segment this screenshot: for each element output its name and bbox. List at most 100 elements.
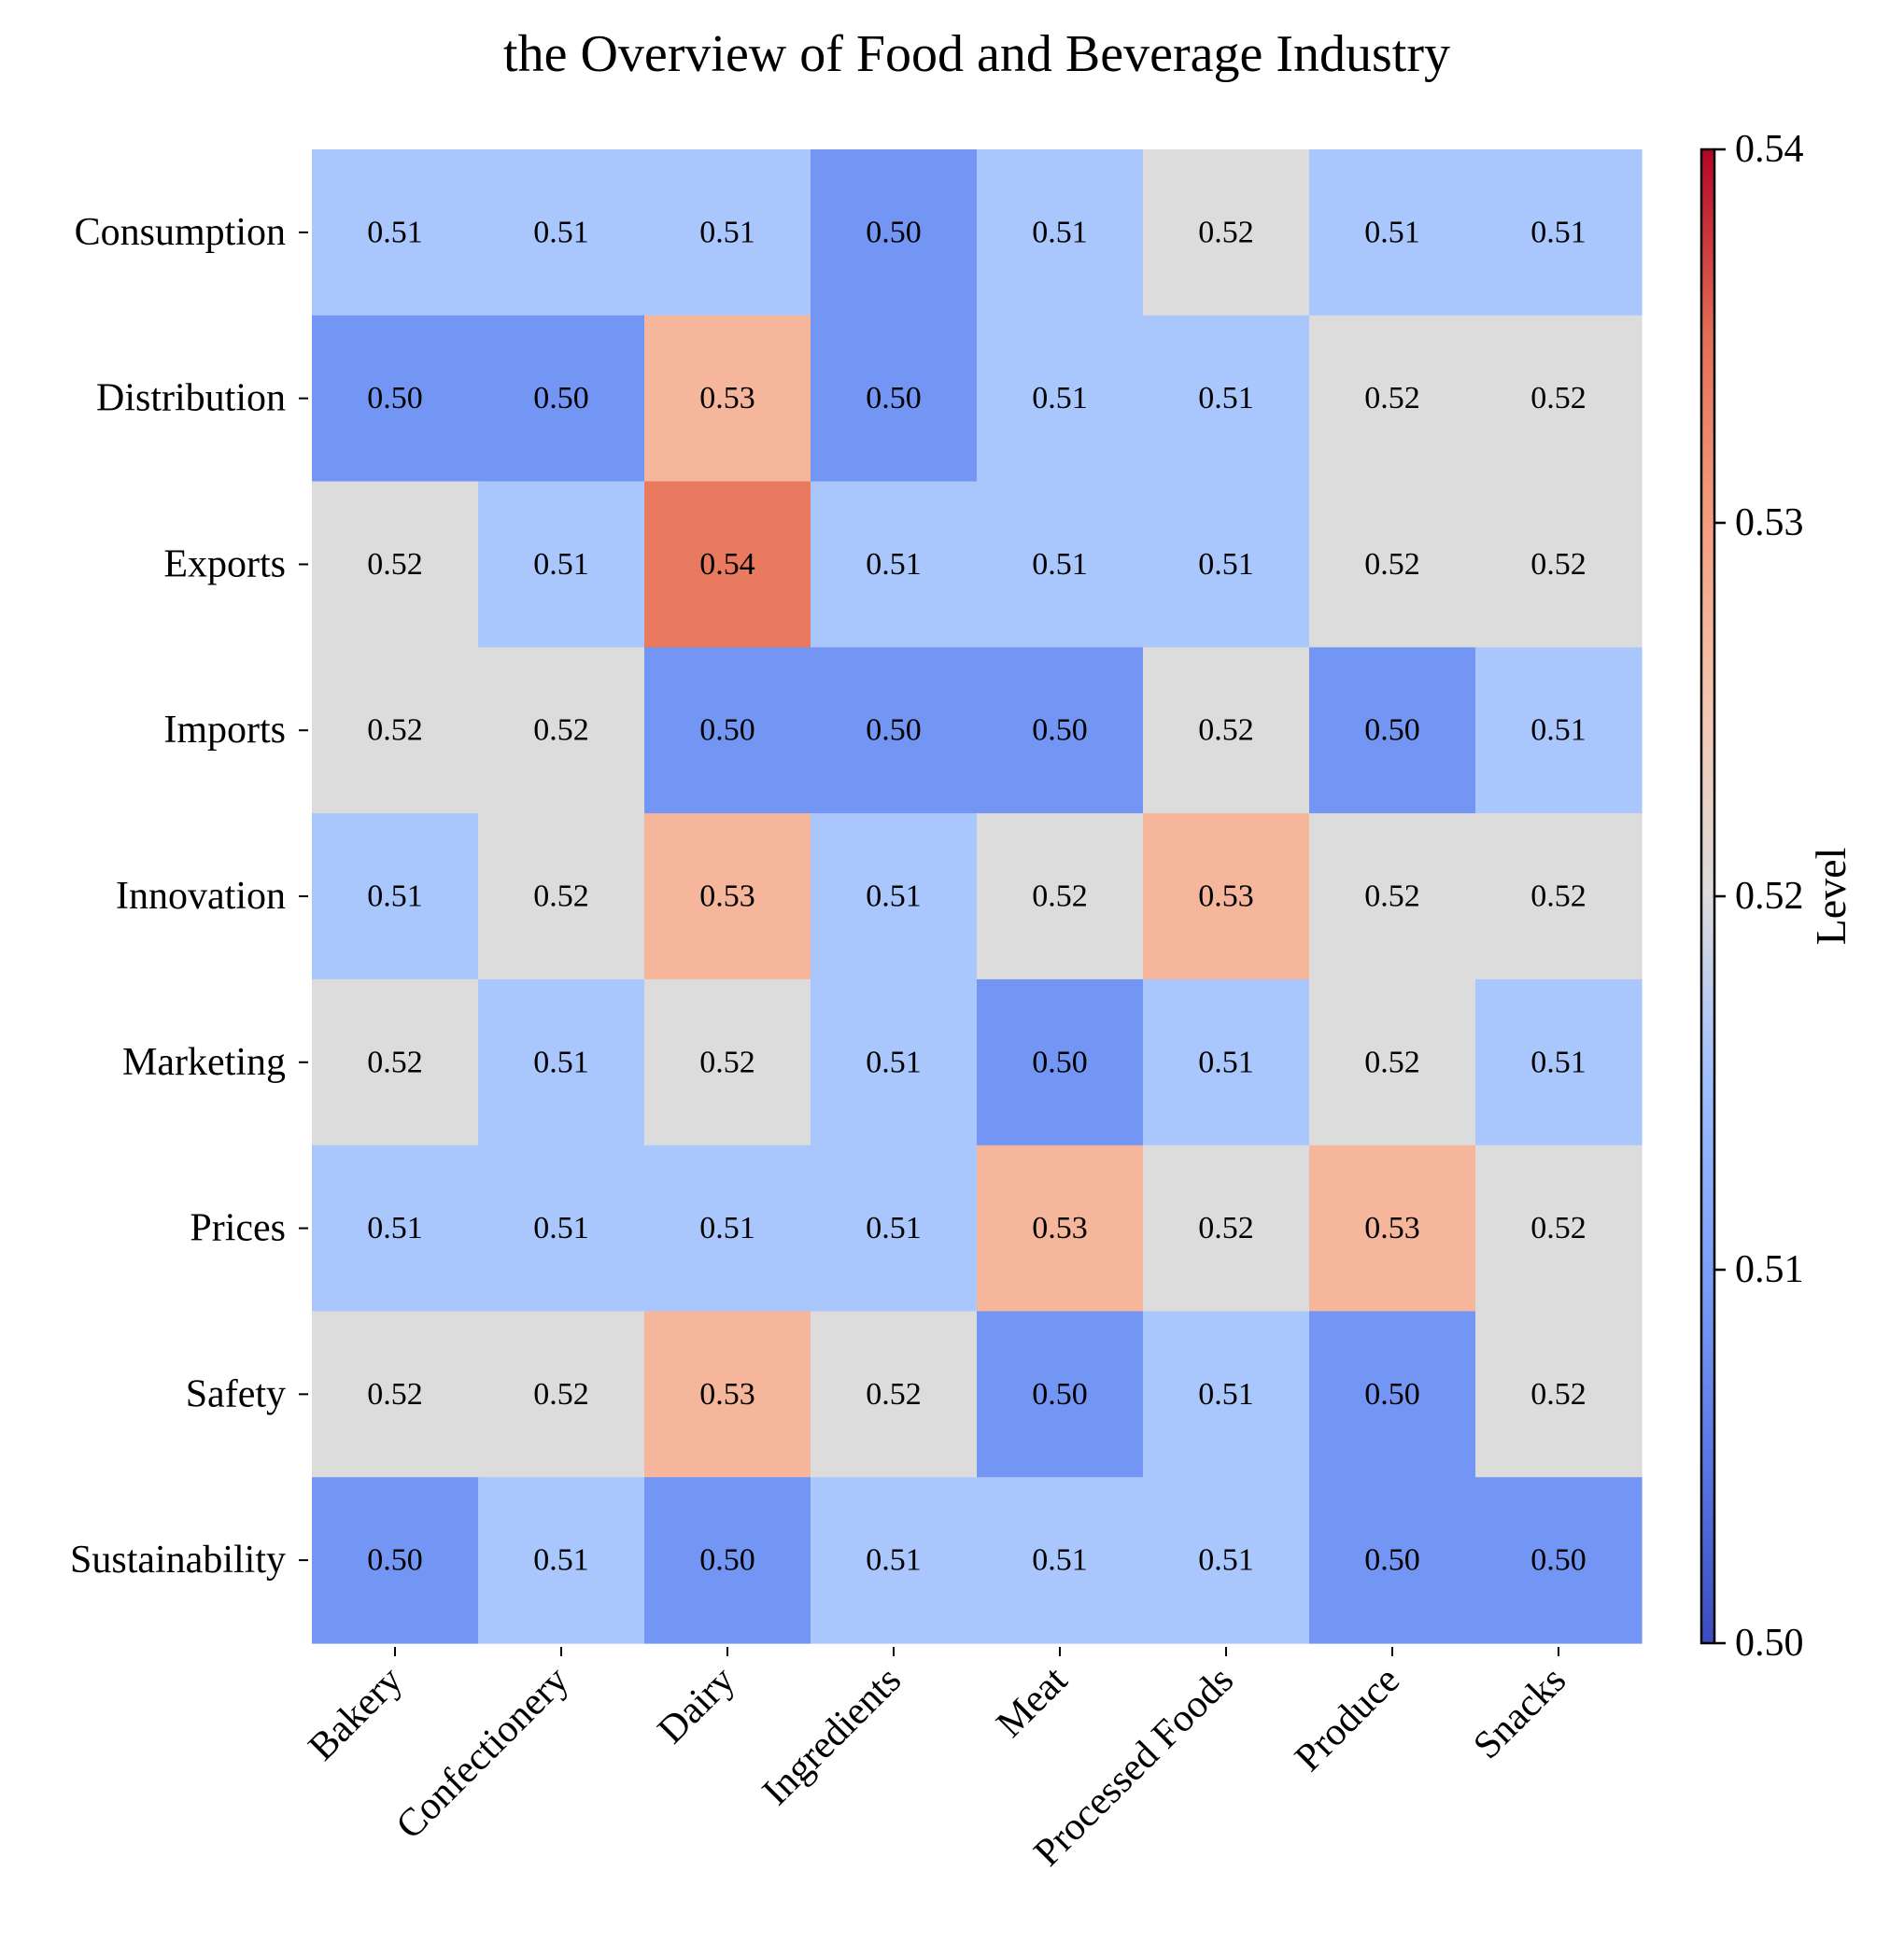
colorbar: 0.50 0.51 0.52 0.53 0.54 Level — [1699, 128, 1855, 1665]
heatmap-cell-5-0 — [312, 978, 479, 1146]
cell-value-label: 0.52 — [1198, 215, 1254, 249]
heatmap-cell-0-6 — [1309, 149, 1476, 316]
cell-value-label: 0.51 — [1198, 1377, 1254, 1412]
heatmap-cell-labels: 0.51 0.51 0.51 0.50 0.51 0.52 0.51 0.51 0.50 0.50… — [367, 215, 1587, 1577]
cell-value-label: 0.51 — [866, 1543, 922, 1578]
cell-value-label: 0.52 — [1364, 1045, 1420, 1079]
heatmap-cell-2-4 — [977, 481, 1144, 648]
cell-value-label: 0.50 — [866, 713, 922, 748]
cell-value-label: 0.50 — [1032, 713, 1088, 748]
heatmap-cell-7-5 — [1143, 1311, 1310, 1478]
cell-value-label: 0.51 — [1530, 713, 1587, 748]
cell-value-label: 0.51 — [1032, 1543, 1088, 1578]
cell-value-label: 0.51 — [699, 215, 755, 249]
heatmap-cell-2-0 — [312, 481, 479, 648]
cell-value-label: 0.54 — [699, 547, 755, 582]
heatmap-cell-7-7 — [1475, 1311, 1643, 1478]
y-axis: Consumption Distribution Exports Imports Inn… — [70, 211, 308, 1582]
cell-value-label: 0.52 — [367, 547, 423, 582]
heatmap-cell-0-1 — [478, 149, 645, 316]
heatmap-cell-3-5 — [1143, 647, 1310, 814]
cell-value-label: 0.51 — [1032, 215, 1088, 249]
cell-value-label: 0.50 — [699, 1543, 755, 1578]
cell-value-label: 0.52 — [699, 1045, 755, 1079]
y-tick-label: Distribution — [96, 377, 286, 420]
heatmap-cell-8-0 — [312, 1477, 479, 1644]
cell-value-label: 0.51 — [1530, 215, 1587, 249]
heatmap-cell-3-2 — [644, 647, 811, 814]
heatmap-cell-8-2 — [644, 1477, 811, 1644]
cell-value-label: 0.50 — [1364, 713, 1420, 748]
heatmap-cell-5-5 — [1143, 978, 1310, 1146]
heatmap-cell-7-1 — [478, 1311, 645, 1478]
cell-value-label: 0.52 — [1198, 713, 1254, 748]
cell-value-label: 0.52 — [367, 713, 423, 748]
colorbar-tick-label: 0.54 — [1735, 128, 1804, 171]
cell-value-label: 0.51 — [1530, 1045, 1587, 1079]
heatmap-cell-4-4 — [977, 813, 1144, 980]
heatmap-cell-2-6 — [1309, 481, 1476, 648]
y-tick-label: Innovation — [116, 875, 286, 918]
x-tick-label: Produce — [1287, 1659, 1408, 1780]
colorbar-tick-label: 0.50 — [1735, 1622, 1804, 1665]
heatmap-cell-7-3 — [811, 1311, 978, 1478]
y-tick-label: Imports — [163, 709, 286, 752]
cell-value-label: 0.51 — [533, 215, 589, 249]
cell-value-label: 0.51 — [699, 1211, 755, 1245]
heatmap-cell-6-2 — [644, 1145, 811, 1313]
cell-value-label: 0.53 — [1364, 1211, 1420, 1245]
heatmap-cell-3-3 — [811, 647, 978, 814]
heatmap-cell-6-0 — [312, 1145, 479, 1313]
cell-value-label: 0.52 — [1530, 1377, 1587, 1412]
colorbar-tick-label: 0.53 — [1735, 501, 1804, 544]
x-tick-label: Bakery — [301, 1659, 411, 1769]
cell-value-label: 0.52 — [866, 1377, 922, 1412]
cell-value-label: 0.53 — [699, 381, 755, 415]
cell-value-label: 0.52 — [1198, 1211, 1254, 1245]
heatmap-cell-8-1 — [478, 1477, 645, 1644]
cell-value-label: 0.51 — [533, 1543, 589, 1578]
heatmap-cell-2-7 — [1475, 481, 1643, 648]
cell-value-label: 0.50 — [1032, 1377, 1088, 1412]
heatmap-cell-4-7 — [1475, 813, 1643, 980]
heatmap-cell-5-7 — [1475, 978, 1643, 1146]
heatmap-cell-0-3 — [811, 149, 978, 316]
heatmap-cell-5-6 — [1309, 978, 1476, 1146]
cell-value-label: 0.53 — [699, 1377, 755, 1412]
heatmap-cell-7-4 — [977, 1311, 1144, 1478]
cell-value-label: 0.52 — [1530, 879, 1587, 914]
cell-value-label: 0.52 — [1364, 547, 1420, 582]
cell-value-label: 0.51 — [1364, 215, 1420, 249]
heatmap-cell-1-2 — [644, 315, 811, 483]
heatmap-cell-5-1 — [478, 978, 645, 1146]
cell-value-label: 0.51 — [1198, 1543, 1254, 1578]
x-tick-label: Meat — [989, 1658, 1077, 1746]
cell-value-label: 0.52 — [1032, 879, 1088, 914]
cell-value-label: 0.51 — [367, 879, 423, 914]
cell-value-label: 0.53 — [1198, 879, 1254, 914]
heatmap-cell-6-3 — [811, 1145, 978, 1313]
x-tick-label: Dairy — [650, 1659, 743, 1752]
heatmap-cell-4-0 — [312, 813, 479, 980]
y-tick-label: Marketing — [122, 1041, 286, 1084]
cell-value-label: 0.50 — [1032, 1045, 1088, 1079]
cell-value-label: 0.52 — [1364, 879, 1420, 914]
cell-value-label: 0.52 — [1530, 381, 1587, 415]
cell-value-label: 0.51 — [533, 547, 589, 582]
heatmap-cell-2-2 — [644, 481, 811, 648]
heatmap-cell-2-5 — [1143, 481, 1310, 648]
heatmap-cell-1-5 — [1143, 315, 1310, 483]
cell-value-label: 0.52 — [1530, 547, 1587, 582]
cell-value-label: 0.51 — [1198, 1045, 1254, 1079]
cell-value-label: 0.51 — [1198, 381, 1254, 415]
cell-value-label: 0.52 — [1364, 381, 1420, 415]
colorbar-tick-label: 0.52 — [1735, 875, 1804, 918]
heatmap-cell-3-7 — [1475, 647, 1643, 814]
heatmap-cell-4-3 — [811, 813, 978, 980]
heatmap-cell-1-0 — [312, 315, 479, 483]
heatmap-cell-8-4 — [977, 1477, 1144, 1644]
y-tick-label: Sustainability — [70, 1539, 286, 1582]
heatmap-cell-2-1 — [478, 481, 645, 648]
